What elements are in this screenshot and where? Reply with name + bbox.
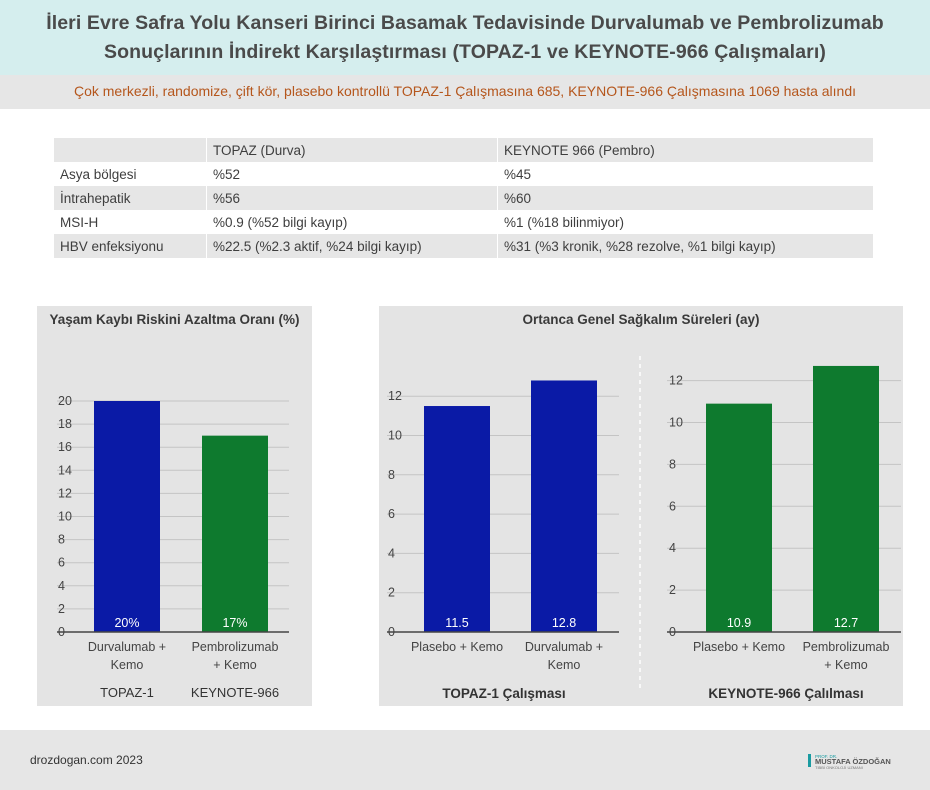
y-tick-label: 8 <box>58 533 65 547</box>
median-os-title: Ortanca Genel Sağkalım Süreleri (ay) <box>522 312 760 327</box>
table-cell: %45 <box>498 162 874 186</box>
y-tick-label: 4 <box>669 541 676 555</box>
table-row: HBV enfeksiyonu %22.5 (%2.3 aktif, %24 b… <box>54 234 874 258</box>
y-tick-label: 18 <box>58 417 72 431</box>
footer: drozdogan.com 2023 PROF. DR. MUSTAFA ÖZD… <box>0 730 930 790</box>
y-tick-label: 14 <box>58 463 72 477</box>
logo-name: MUSTAFA ÖZDOĞAN <box>815 757 891 766</box>
table-row: Asya bölgesi %52 %45 <box>54 162 874 186</box>
category-label: + Kemo <box>824 658 867 672</box>
title-line-1: İleri Evre Safra Yolu Kanseri Birinci Ba… <box>46 12 884 34</box>
logo-bottom-text: TIBBİ ONKOLOJİ UZMANI <box>815 765 863 770</box>
y-tick-label: 2 <box>669 583 676 597</box>
bar <box>202 435 268 632</box>
category-label: Durvalumab + <box>88 640 166 654</box>
table-header-cell: TOPAZ (Durva) <box>207 138 498 162</box>
table-cell: %56 <box>207 186 498 210</box>
y-tick-label: 2 <box>58 602 65 616</box>
y-tick-label: 12 <box>58 486 72 500</box>
y-tick-label: 6 <box>669 499 676 513</box>
y-tick-label: 10 <box>669 416 683 430</box>
data-label: 11.5 <box>445 616 468 630</box>
table-header-cell: KEYNOTE 966 (Pembro) <box>498 138 874 162</box>
bar <box>813 365 879 632</box>
bar <box>424 406 490 632</box>
y-tick-label: 12 <box>669 374 683 388</box>
category-label: Plasebo + Kemo <box>693 640 785 654</box>
subtitle-bar: Çok merkezli, randomize, çift kör, plase… <box>0 75 930 109</box>
table-cell: %60 <box>498 186 874 210</box>
data-label: 12.7 <box>834 616 858 630</box>
author-logo: PROF. DR. MUSTAFA ÖZDOĞAN TIBBİ ONKOLOJİ… <box>808 754 891 770</box>
category-label: Pembrolizumab <box>192 640 279 654</box>
category-label: Kemo <box>111 658 144 672</box>
comparison-table: TOPAZ (Durva) KEYNOTE 966 (Pembro) Asya … <box>54 138 874 258</box>
data-label: 20% <box>114 616 139 630</box>
table-cell: %22.5 (%2.3 aktif, %24 bilgi kayıp) <box>207 234 498 258</box>
subtitle: Çok merkezli, randomize, çift kör, plase… <box>73 83 857 99</box>
bar <box>706 403 772 632</box>
y-tick-label: 8 <box>388 468 395 482</box>
y-tick-label: 16 <box>58 440 72 454</box>
category-label: + Kemo <box>213 658 256 672</box>
table-cell: İntrahepatik <box>54 186 207 210</box>
category-label: Durvalumab + <box>525 640 603 654</box>
logo-top-text: PROF. DR. <box>815 754 837 759</box>
y-tick-label: 4 <box>388 546 395 560</box>
y-tick-label: 2 <box>388 586 395 600</box>
y-tick-label: 10 <box>58 510 72 524</box>
chart-subtitle: KEYNOTE-966 Çalılması <box>708 686 863 701</box>
table-cell: MSI-H <box>54 210 207 234</box>
category-label: Kemo <box>548 658 581 672</box>
data-label: 10.9 <box>727 616 751 630</box>
site-url: drozdogan.com 2023 <box>30 753 143 767</box>
table-row: İntrahepatik %56 %60 <box>54 186 874 210</box>
table-cell: HBV enfeksiyonu <box>54 234 207 258</box>
table-header-row: TOPAZ (Durva) KEYNOTE 966 (Pembro) <box>54 138 874 162</box>
y-tick-label: 4 <box>58 579 65 593</box>
category-label: Plasebo + Kemo <box>411 640 503 654</box>
table-header-cell <box>54 138 207 162</box>
y-tick-label: 12 <box>388 389 402 403</box>
group-label: TOPAZ-1 <box>100 685 154 700</box>
data-label: 17% <box>222 616 247 630</box>
table-cell: %1 (%18 bilinmiyor) <box>498 210 874 234</box>
title-line-2: Sonuçlarının İndirekt Karşılaştırması (T… <box>104 41 826 63</box>
bar <box>531 380 597 632</box>
table-cell: %0.9 (%52 bilgi kayıp) <box>207 210 498 234</box>
y-tick-label: 10 <box>388 429 402 443</box>
data-label: 12.8 <box>552 616 576 630</box>
category-label: Pembrolizumab <box>803 640 890 654</box>
group-label: KEYNOTE-966 <box>191 685 279 700</box>
risk-reduction-title: Yaşam Kaybı Riskini Azaltma Oranı (%) <box>49 312 300 327</box>
y-tick-label: 6 <box>58 556 65 570</box>
bar <box>94 401 160 632</box>
table-cell: %52 <box>207 162 498 186</box>
table-cell: Asya bölgesi <box>54 162 207 186</box>
chart-subtitle: TOPAZ-1 Çalışması <box>442 686 565 701</box>
table-row: MSI-H %0.9 (%52 bilgi kayıp) %1 (%18 bil… <box>54 210 874 234</box>
logo-bar-icon <box>808 754 811 767</box>
table-cell: %31 (%3 kronik, %28 rezolve, %1 bilgi ka… <box>498 234 874 258</box>
header-banner: İleri Evre Safra Yolu Kanseri Birinci Ba… <box>0 0 930 75</box>
page-title: İleri Evre Safra Yolu Kanseri Birinci Ba… <box>0 9 930 67</box>
y-tick-label: 8 <box>669 457 676 471</box>
y-tick-label: 6 <box>388 507 395 521</box>
y-tick-label: 20 <box>58 394 72 408</box>
